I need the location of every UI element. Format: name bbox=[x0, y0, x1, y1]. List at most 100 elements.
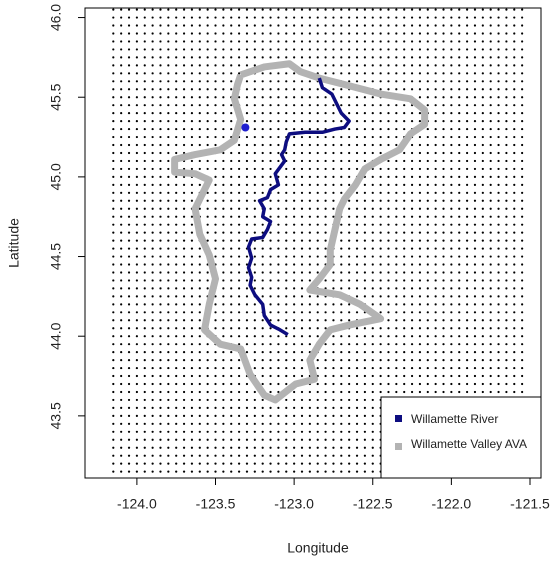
grid-point bbox=[324, 406, 327, 409]
grid-point bbox=[245, 271, 249, 274]
grid-point bbox=[434, 382, 437, 386]
grid-point bbox=[198, 351, 201, 354]
grid-point bbox=[473, 199, 477, 202]
grid-point bbox=[355, 112, 359, 115]
grid-point bbox=[473, 72, 477, 75]
grid-point bbox=[418, 40, 422, 43]
grid-point bbox=[340, 247, 343, 250]
grid-point bbox=[222, 215, 225, 218]
grid-point bbox=[120, 96, 123, 99]
grid-point bbox=[135, 351, 138, 354]
grid-point bbox=[387, 311, 390, 314]
grid-point bbox=[143, 263, 146, 266]
grid-point bbox=[521, 279, 524, 282]
grid-point bbox=[167, 72, 170, 75]
grid-point bbox=[190, 462, 194, 465]
grid-point bbox=[175, 72, 178, 75]
grid-point bbox=[410, 374, 414, 378]
grid-point bbox=[214, 311, 217, 314]
grid-point bbox=[198, 263, 201, 266]
grid-point bbox=[363, 398, 366, 402]
grid-point bbox=[497, 24, 500, 27]
grid-point bbox=[237, 223, 241, 226]
grid-point bbox=[112, 430, 115, 433]
grid-point bbox=[222, 406, 225, 409]
grid-point bbox=[505, 207, 508, 210]
grid-point bbox=[434, 48, 437, 51]
grid-point bbox=[395, 366, 398, 370]
grid-point bbox=[190, 104, 194, 107]
grid-point bbox=[465, 56, 469, 59]
grid-point bbox=[300, 223, 304, 226]
grid-point bbox=[285, 8, 288, 11]
grid-point bbox=[489, 279, 492, 282]
grid-point bbox=[426, 183, 429, 186]
grid-point bbox=[269, 120, 272, 123]
grid-point bbox=[489, 295, 492, 298]
grid-point bbox=[159, 215, 162, 218]
grid-point bbox=[355, 151, 359, 155]
grid-point bbox=[395, 287, 398, 290]
grid-point bbox=[190, 255, 194, 258]
grid-point bbox=[426, 231, 429, 234]
grid-point bbox=[379, 120, 382, 123]
grid-point bbox=[112, 422, 115, 425]
grid-point bbox=[261, 335, 264, 338]
grid-point bbox=[387, 120, 390, 123]
grid-point bbox=[245, 327, 249, 330]
grid-point bbox=[300, 151, 304, 155]
grid-point bbox=[489, 247, 492, 250]
grid-point bbox=[465, 199, 469, 202]
grid-point bbox=[112, 231, 115, 234]
grid-point bbox=[497, 279, 500, 282]
grid-point bbox=[237, 72, 241, 75]
grid-point bbox=[458, 48, 461, 51]
grid-point bbox=[198, 398, 201, 402]
grid-point bbox=[473, 40, 477, 43]
grid-point bbox=[473, 159, 477, 163]
grid-point bbox=[410, 151, 414, 155]
grid-point bbox=[143, 366, 146, 370]
grid-point bbox=[120, 239, 123, 242]
grid-point bbox=[120, 135, 123, 139]
grid-point bbox=[513, 64, 516, 67]
grid-point bbox=[175, 359, 178, 362]
grid-point bbox=[237, 175, 241, 178]
grid-point bbox=[489, 24, 492, 27]
grid-point bbox=[355, 223, 359, 226]
grid-point bbox=[261, 327, 264, 330]
grid-point bbox=[135, 207, 138, 210]
grid-point bbox=[175, 151, 178, 155]
grid-point bbox=[355, 462, 359, 465]
grid-point bbox=[261, 295, 264, 298]
grid-point bbox=[355, 430, 359, 433]
grid-point bbox=[403, 72, 406, 75]
grid-point bbox=[214, 239, 217, 242]
grid-point bbox=[112, 247, 115, 250]
grid-point bbox=[127, 88, 131, 91]
grid-point bbox=[120, 32, 123, 35]
grid-point bbox=[230, 48, 233, 51]
grid-point bbox=[442, 127, 445, 131]
grid-point bbox=[285, 247, 288, 250]
grid-point bbox=[521, 351, 524, 354]
grid-point bbox=[112, 414, 115, 417]
grid-point bbox=[521, 374, 524, 378]
grid-point bbox=[167, 287, 170, 290]
grid-point bbox=[269, 16, 272, 19]
grid-point bbox=[505, 303, 508, 306]
grid-point bbox=[269, 287, 272, 290]
grid-point bbox=[269, 239, 272, 242]
grid-point bbox=[222, 374, 225, 378]
grid-point bbox=[418, 327, 422, 330]
grid-point bbox=[269, 24, 272, 27]
grid-point bbox=[135, 88, 138, 91]
grid-point bbox=[505, 287, 508, 290]
grid-point bbox=[418, 366, 422, 370]
grid-point bbox=[237, 446, 241, 449]
grid-point bbox=[450, 127, 453, 131]
grid-point bbox=[403, 335, 406, 338]
grid-point bbox=[143, 135, 146, 139]
grid-point bbox=[513, 311, 516, 314]
grid-point bbox=[324, 64, 327, 67]
